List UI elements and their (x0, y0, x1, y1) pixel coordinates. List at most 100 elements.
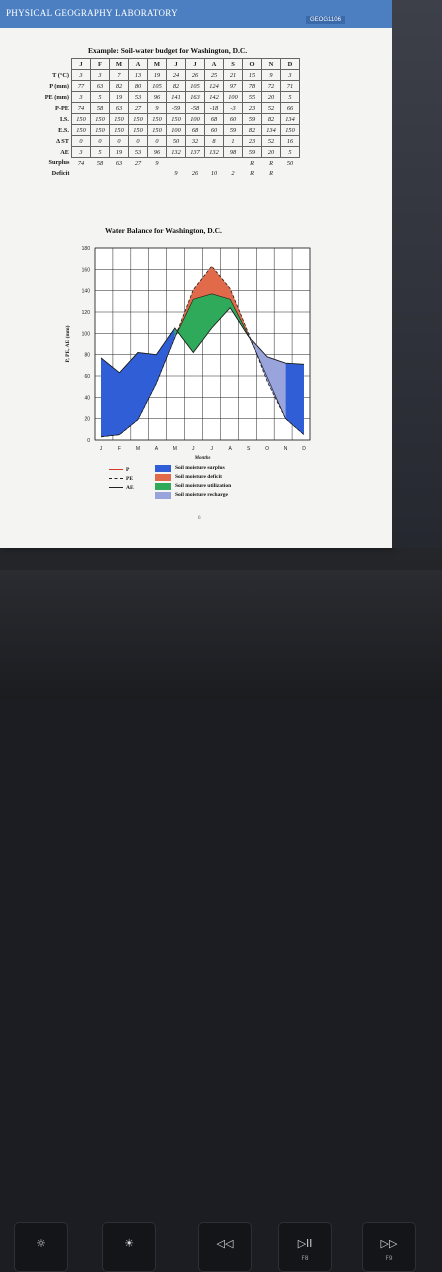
row-label: Surplus (48, 159, 70, 167)
y-tick-label: 80 (84, 353, 90, 359)
table-row: P-PE 74 58 63 27 9 -59 -58 -18 -3 23 52 66 (29, 102, 300, 114)
table-cell: R (269, 159, 273, 167)
row-label: I.S. (59, 115, 69, 123)
legend-line-ae: AE (109, 485, 134, 491)
row-label: AE (60, 148, 69, 156)
y-tick-label: 160 (82, 267, 91, 273)
header-title: PHYSICAL GEOGRAPHY LABORATORY (6, 8, 178, 18)
month-header: A (128, 58, 148, 70)
table-cell: 23 (242, 102, 262, 114)
table-cell: 96 (147, 146, 167, 158)
table-cell: 16 (280, 135, 300, 147)
play-pause-key[interactable]: ▷ll F8 (278, 1222, 332, 1272)
table-cell: 58 (90, 102, 110, 114)
legend-fill-swatch (155, 492, 171, 499)
table-row: PE (mm) 3 5 19 53 96 141 163 142 100 55 20 5 (29, 91, 300, 103)
table-cell: 20 (261, 146, 281, 158)
row-label: P-PE (55, 104, 69, 112)
table-cell: R (269, 169, 273, 177)
ae-line (100, 293, 305, 438)
x-tick-label: F (118, 446, 121, 452)
legend-line-label: P (126, 467, 130, 473)
table-cell: 105 (147, 80, 167, 92)
table-row: T (°C) 3 3 7 13 19 24 26 25 21 15 9 3 (29, 69, 300, 81)
y-tick-label: 20 (84, 417, 90, 423)
month-header: J (185, 58, 205, 70)
table-cell: 60 (204, 124, 224, 136)
table-cell (205, 158, 224, 169)
legend-line-p: P (109, 467, 129, 473)
brightness-up-key[interactable]: ☀ (102, 1222, 156, 1272)
table-row: AE 3 5 19 53 96 132 137 132 98 59 20 5 (29, 146, 300, 158)
y-tick-label: 180 (82, 246, 91, 252)
legend-line-pe: PE (109, 476, 133, 482)
table-cell: 150 (90, 124, 110, 136)
legend-fill-label: Soil moisture recharge (175, 492, 228, 498)
table-cell: 50 (286, 159, 294, 167)
table-cell: 142 (204, 91, 224, 103)
month-header: F (90, 58, 110, 70)
legend-line-swatch (109, 469, 123, 471)
table-cell: 98 (223, 146, 243, 158)
row-label: Deficit (51, 169, 70, 177)
rewind-key[interactable]: ◁◁ (198, 1222, 252, 1272)
table-cell: 78 (242, 80, 262, 92)
legend-line-label: PE (126, 476, 134, 482)
document-page: PHYSICAL GEOGRAPHY LABORATORY GEOG1106 E… (0, 0, 392, 548)
x-tick-label: M (173, 446, 177, 452)
table-cell: 66 (280, 102, 300, 114)
table-cell: 9 (147, 102, 167, 114)
table-row: Deficit 9 26 10 2 R R (29, 168, 300, 178)
table-cell (281, 168, 300, 178)
table-cell: 59 (242, 146, 262, 158)
y-tick-label: 60 (84, 374, 90, 380)
table-cell: 74 (71, 102, 91, 114)
table-cell: 150 (147, 124, 167, 136)
table-cell: 9 (174, 169, 178, 177)
table-row: P (mm) 77 63 82 80 105 82 105 124 97 78 72 71 (29, 80, 300, 92)
table-cell: 52 (261, 135, 281, 147)
x-tick-label: A (155, 446, 159, 452)
fast-forward-key[interactable]: ▷▷ F9 (362, 1222, 416, 1272)
table-cell: 97 (223, 80, 243, 92)
x-tick-label: A (229, 446, 233, 452)
table-cell: -58 (185, 102, 205, 114)
page-number: 6 (198, 516, 201, 521)
table-cell: 53 (128, 146, 148, 158)
month-header: M (109, 58, 129, 70)
keyboard-area: ☼ ☀ ◁◁ ▷ll F8 ▷▷ F9 (0, 570, 442, 1272)
month-header: A (204, 58, 224, 70)
table-cell: 27 (128, 102, 148, 114)
row-label: PE (mm) (44, 93, 69, 101)
table-cell: 9 (261, 69, 281, 81)
table-row: Surplus 74 58 63 27 9 R R 50 (29, 158, 300, 169)
table-cell (129, 168, 148, 178)
surplus-fill-spring (101, 328, 175, 437)
table-cell: 71 (280, 80, 300, 92)
table-cell: 63 (90, 80, 110, 92)
table-cell: 100 (185, 113, 205, 125)
table-cell: 82 (166, 80, 186, 92)
table-cell: 9 (155, 159, 159, 167)
key-glyph-icon: ◁◁ (216, 1237, 234, 1250)
table-cell: 72 (261, 80, 281, 92)
screen-edge (392, 0, 442, 548)
y-tick-label: 120 (82, 310, 91, 316)
table-cell: 150 (280, 124, 300, 136)
brightness-down-key[interactable]: ☼ (14, 1222, 68, 1272)
table-cell: 26 (191, 169, 199, 177)
key-glyph-icon: ☼ (36, 1237, 46, 1250)
table-cell: 80 (128, 80, 148, 92)
table-cell: 24 (166, 69, 186, 81)
x-tick-label: J (100, 446, 103, 452)
key-glyph-icon: ☀ (124, 1237, 134, 1250)
table-row: Δ ST 0 0 0 0 0 50 32 8 1 23 52 16 (29, 135, 300, 147)
legend-line-label: AE (126, 485, 134, 491)
table-row: I.S. 150 150 150 150 150 150 100 68 60 59 82 134 (29, 113, 300, 125)
key-glyph-icon: ▷ll (297, 1237, 313, 1250)
table-cell: 150 (109, 113, 129, 125)
legend-line-swatch (109, 478, 123, 480)
table-cell: 21 (223, 69, 243, 81)
table-cell: 59 (223, 124, 243, 136)
table-cell: 82 (109, 80, 129, 92)
